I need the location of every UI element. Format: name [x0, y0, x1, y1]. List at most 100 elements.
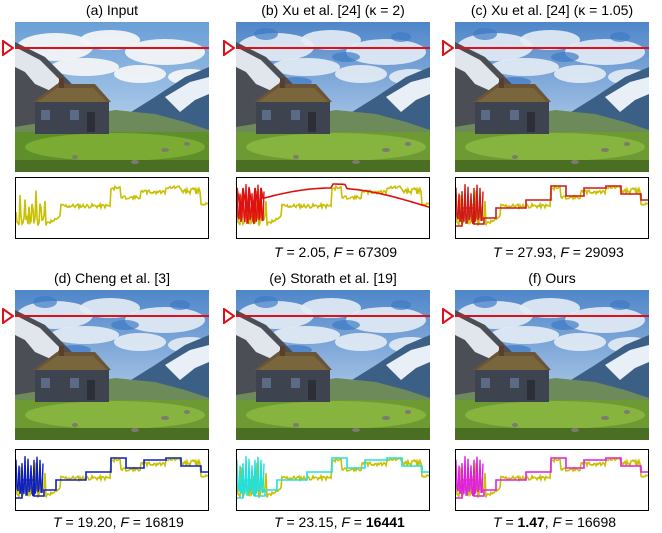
- snow: [15, 315, 60, 360]
- house-window: [510, 378, 519, 388]
- cloud: [272, 58, 340, 76]
- rock: [512, 155, 518, 159]
- result-profile-spikes: [16, 456, 44, 497]
- rock: [382, 416, 390, 420]
- rock: [624, 142, 630, 146]
- cloud: [520, 298, 580, 318]
- input-profile-line: [16, 184, 208, 227]
- rock: [72, 155, 78, 159]
- foreground-grass: [455, 160, 649, 172]
- metric-f-value: 16698: [577, 514, 617, 530]
- right-snow: [165, 345, 209, 380]
- panel-metrics: T = 19.20, F = 16819: [53, 514, 184, 530]
- metric-t-label: T: [274, 244, 283, 260]
- metric-t-label: T: [493, 244, 502, 260]
- panel-caption: (d) Cheng et al. [3]: [54, 270, 170, 286]
- cloud: [80, 298, 140, 318]
- rock: [571, 160, 579, 164]
- rock: [512, 423, 518, 427]
- meadow-highlight: [246, 133, 426, 161]
- chimney: [59, 346, 64, 356]
- input-profile-line: [456, 184, 648, 227]
- intensity-profile: [236, 449, 430, 511]
- panel-image: [15, 290, 209, 440]
- rock: [405, 410, 411, 414]
- sky-patch: [473, 28, 497, 40]
- cloud: [554, 333, 606, 351]
- rock: [131, 160, 139, 164]
- right-snow: [605, 77, 649, 112]
- house-door: [87, 112, 95, 132]
- rock: [293, 423, 299, 427]
- result-profile-line: [16, 457, 208, 499]
- cloud: [114, 65, 166, 83]
- right-snow: [386, 345, 430, 380]
- cloud: [125, 39, 205, 65]
- intensity-profile: [455, 177, 649, 239]
- metric-t-label: T: [53, 514, 62, 530]
- cloud: [272, 326, 340, 344]
- metric-f-value: 16819: [144, 514, 184, 530]
- rock: [161, 416, 169, 420]
- chimney: [280, 346, 285, 356]
- cloud: [565, 307, 645, 333]
- metric-t-value: 19.20: [77, 514, 113, 530]
- meadow-highlight: [25, 401, 205, 429]
- house-door: [87, 380, 95, 400]
- panel-caption: (b) Xu et al. [24] (κ = 2): [261, 2, 405, 18]
- panel-image: [455, 290, 649, 440]
- rock: [184, 410, 190, 414]
- snow: [455, 315, 500, 360]
- input-profile-line: [237, 184, 429, 227]
- result-profile-line: [456, 457, 648, 499]
- foreground-grass: [236, 160, 430, 172]
- cloud: [491, 326, 559, 344]
- metric-t-value: 27.93: [517, 244, 553, 260]
- rock: [382, 148, 390, 152]
- panel-image: [236, 22, 430, 172]
- rock: [405, 142, 411, 146]
- metric-t-value: 23.15: [298, 514, 334, 530]
- rock: [131, 428, 139, 432]
- metric-f-value: 16441: [365, 514, 405, 530]
- sky-patch: [610, 32, 630, 42]
- foreground-grass: [15, 428, 209, 440]
- cloud: [346, 39, 426, 65]
- metric-f-label: F: [341, 514, 350, 530]
- scanline: [15, 47, 209, 49]
- foreground-grass: [455, 428, 649, 440]
- cloud: [565, 39, 645, 65]
- result-profile-line: [237, 457, 429, 499]
- panel-image: [236, 290, 430, 440]
- panel-metrics: T = 27.93, F = 29093: [493, 244, 624, 260]
- intensity-profile: [236, 177, 430, 239]
- scanline-marker-icon: [442, 39, 455, 61]
- input-profile-line: [456, 456, 648, 499]
- input-profile-line: [16, 456, 208, 499]
- sky-patch: [254, 296, 278, 308]
- house-window: [70, 110, 79, 120]
- panel-caption: (e) Storath et al. [19]: [269, 270, 397, 286]
- sky-patch: [254, 28, 278, 40]
- metric-f-value: 29093: [584, 244, 624, 260]
- panel-caption: (c) Xu et al. [24] (κ = 1.05): [470, 2, 634, 18]
- panel-image: [455, 22, 649, 172]
- house-door: [308, 112, 316, 132]
- right-snow: [165, 77, 209, 112]
- metric-f-value: 67309: [358, 244, 398, 260]
- sky-patch: [551, 320, 579, 330]
- sky-patch: [610, 300, 630, 310]
- house-window: [481, 378, 490, 388]
- result-profile-line: [237, 183, 429, 213]
- house-window: [41, 378, 50, 388]
- input-profile-line: [237, 456, 429, 499]
- cloud: [335, 65, 387, 83]
- result-profile-line: [456, 185, 648, 227]
- sky-patch: [551, 52, 579, 62]
- sky-patch: [391, 32, 411, 42]
- cloud: [51, 58, 119, 76]
- metric-f-label: F: [552, 514, 562, 530]
- metric-f-label: F: [333, 244, 343, 260]
- cloud: [125, 307, 205, 333]
- rock: [352, 428, 360, 432]
